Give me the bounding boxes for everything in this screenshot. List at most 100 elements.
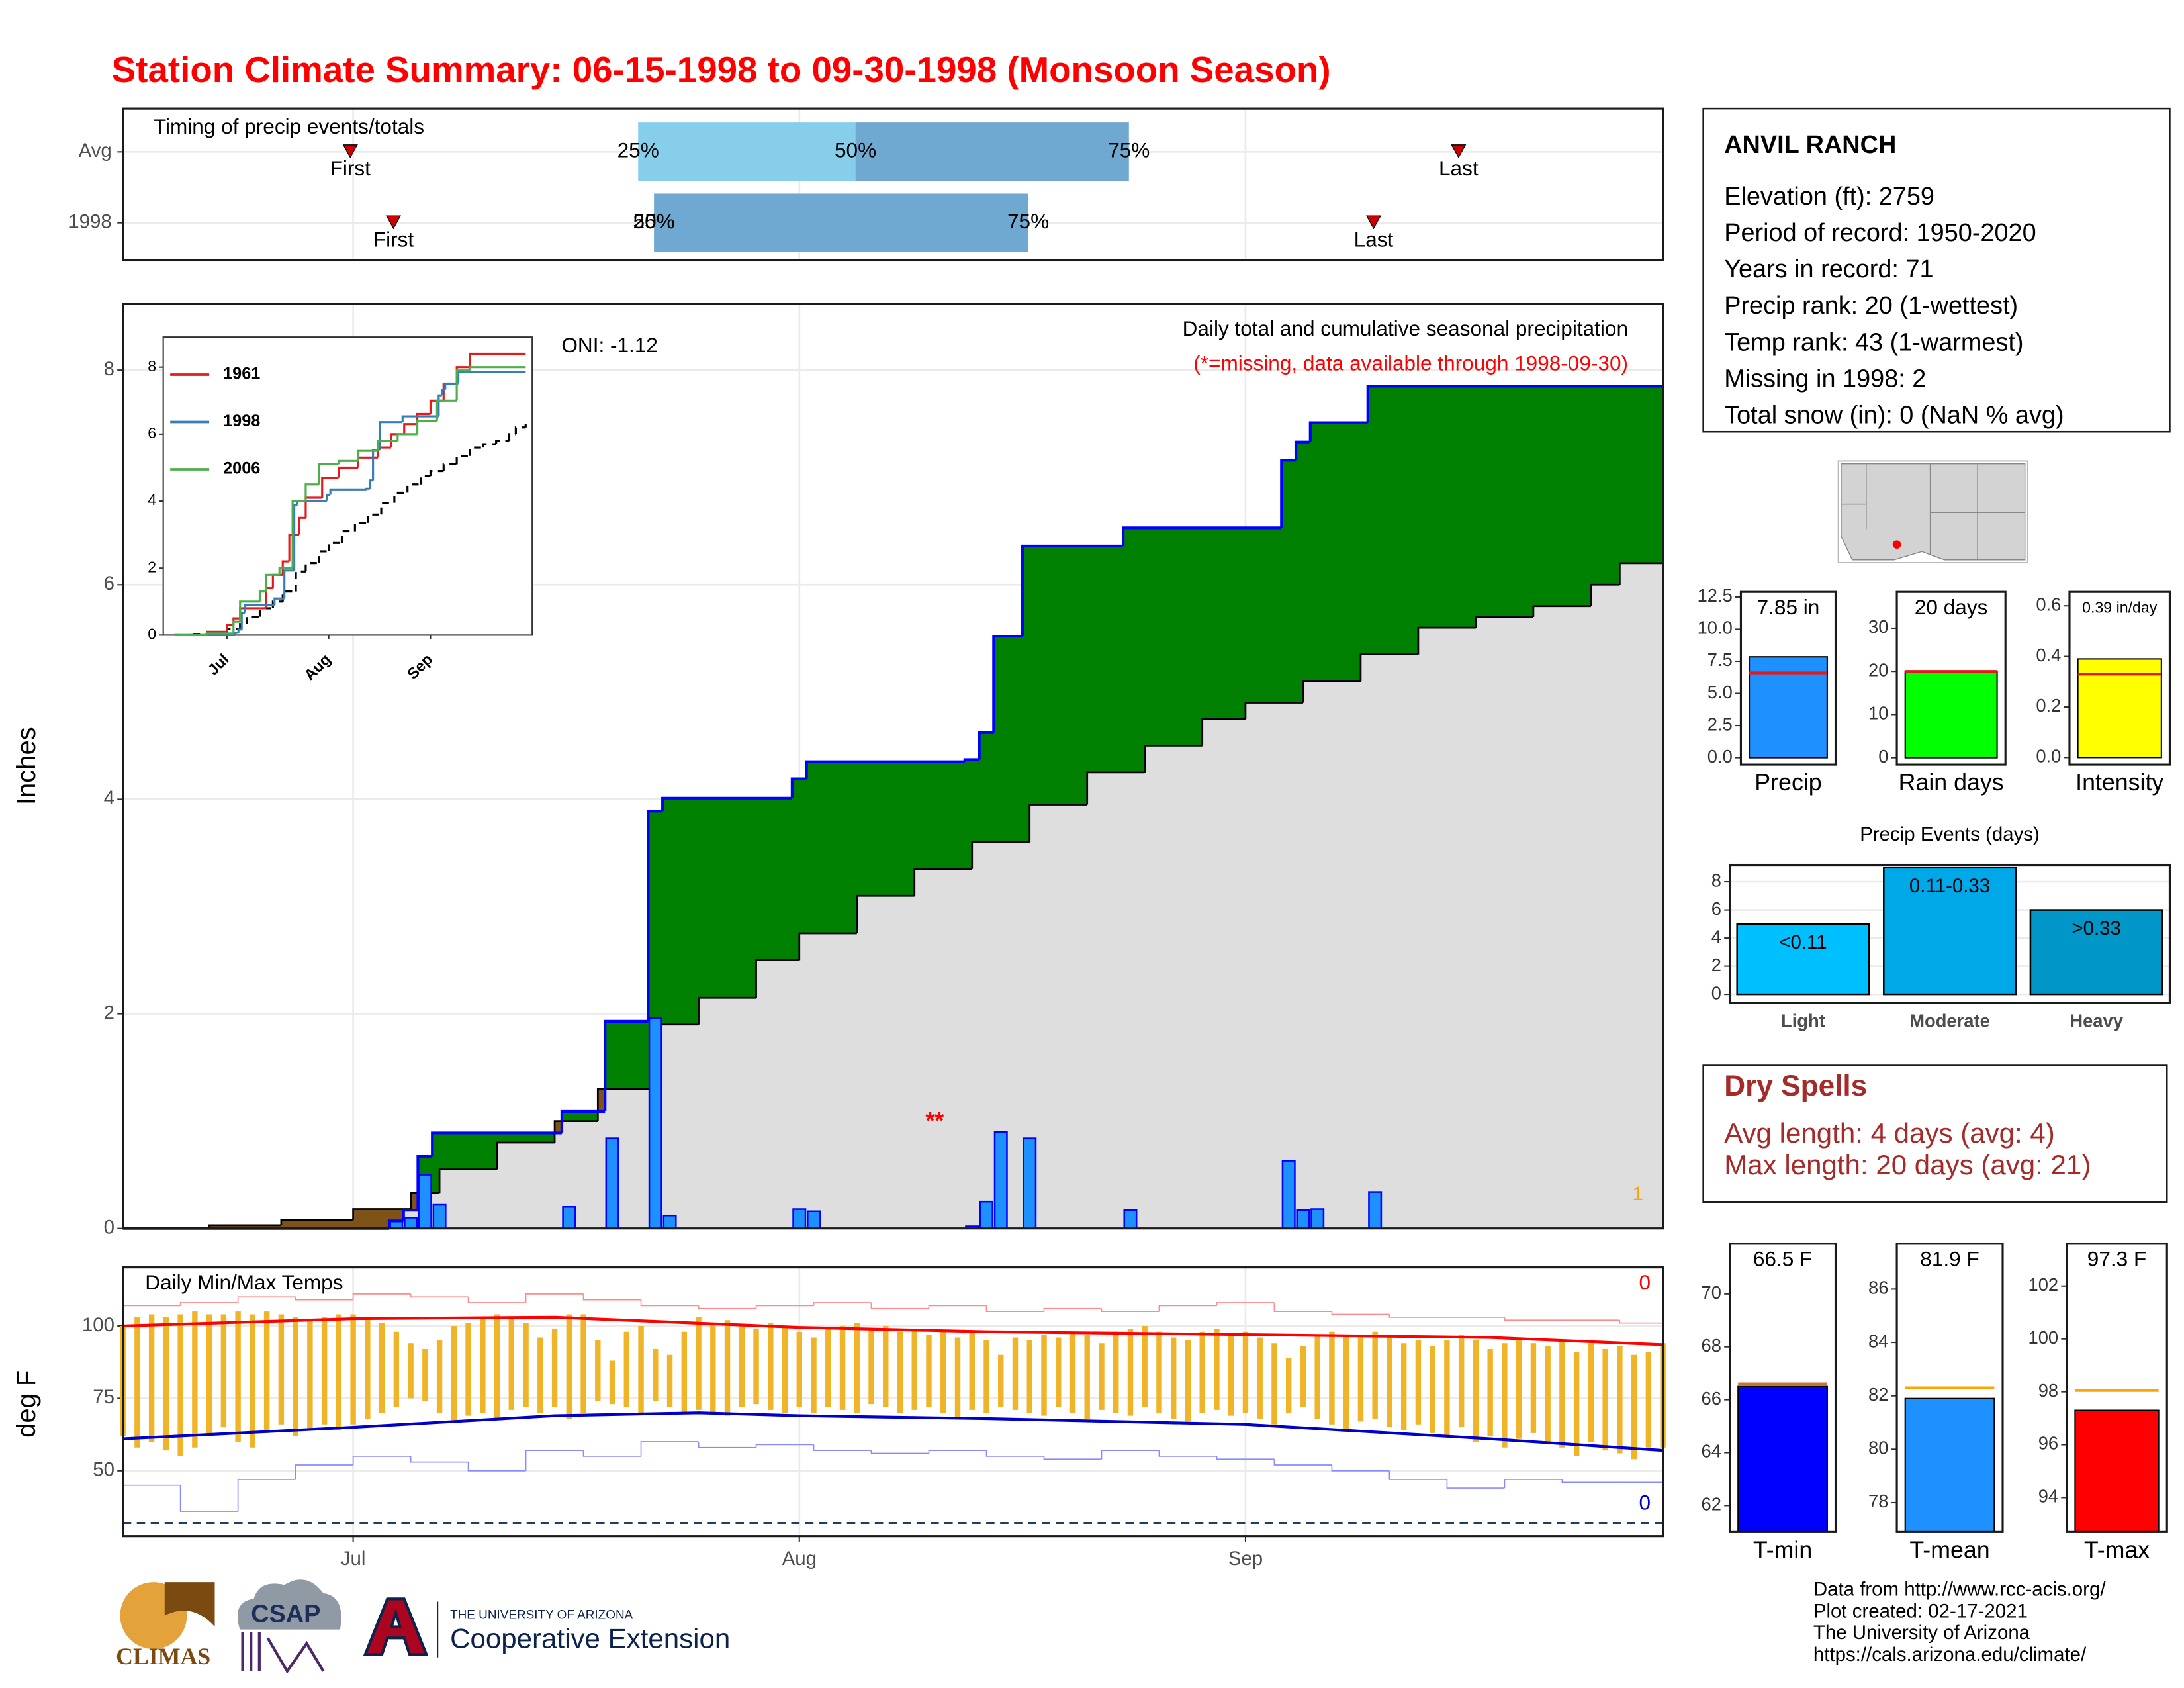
- normal-area: [914, 868, 966, 1229]
- inset-normal: [429, 469, 444, 477]
- plot-border: [2068, 590, 2171, 766]
- surplus-fill: [972, 759, 980, 843]
- temp-range-bar: [839, 1325, 846, 1410]
- normal-area: [555, 1133, 563, 1229]
- cumulative-step: [387, 1219, 404, 1229]
- x-tick-label: Heavy: [2070, 1011, 2123, 1031]
- inset-line: [396, 433, 418, 441]
- inset-line: [403, 423, 418, 434]
- y-tick-label: 0.0: [2036, 746, 2061, 767]
- record-min-step: [1216, 1456, 1275, 1460]
- normal-step: [438, 1168, 498, 1194]
- normal-step: [1086, 771, 1145, 805]
- normal-area: [698, 998, 757, 1229]
- temp-range-bar: [696, 1317, 702, 1410]
- inset-normal: [482, 443, 496, 448]
- normal-area: [1619, 563, 1664, 1229]
- daily-bar: [1123, 1209, 1138, 1229]
- record-max-step: [410, 1293, 469, 1298]
- surplus-fill: [648, 811, 656, 1090]
- dry-spell-line: Max length: 20 days (avg: 21): [1724, 1149, 2091, 1180]
- bar-label: T-mean: [1909, 1536, 1989, 1563]
- temp-range-bar: [1530, 1343, 1537, 1433]
- inset-normal: [328, 541, 342, 551]
- normal-step: [352, 1208, 411, 1220]
- record-min-step: [870, 1450, 929, 1454]
- temp-range-bar: [883, 1325, 889, 1407]
- y-tick-label: 4: [1711, 926, 1721, 947]
- station-line: Total snow (in): 0 (NaN % avg): [1724, 402, 2064, 430]
- inset-normal: [514, 426, 526, 434]
- cumulative-step: [1280, 459, 1297, 528]
- footer-line: Data from http://www.rcc-acis.org/: [1813, 1579, 2106, 1601]
- temp-range-bar: [163, 1317, 169, 1451]
- normal-area: [792, 960, 800, 1229]
- normal-step: [698, 996, 756, 1025]
- record-max-step: [1504, 1317, 1563, 1321]
- cumulative-step: [416, 1155, 433, 1211]
- temp-range-bar: [508, 1317, 515, 1410]
- record-min-step: [1561, 1479, 1620, 1483]
- normal-area: [964, 868, 973, 1229]
- normal-step: [1201, 718, 1246, 746]
- normal-step: [1619, 562, 1663, 585]
- record-min-step: [813, 1444, 872, 1451]
- temp-range-bar: [1199, 1331, 1205, 1413]
- daily-bar: [792, 1208, 807, 1229]
- surplus-fill: [1029, 545, 1088, 805]
- bin-label: 0.11-0.33: [1909, 875, 1990, 897]
- plot-border: [2066, 1243, 2168, 1533]
- y-tick-label: 102: [2028, 1274, 2059, 1295]
- temp-range-bar: [1387, 1337, 1392, 1428]
- temp-range-bar: [1056, 1337, 1062, 1407]
- y-tick-label: 0.6: [2036, 594, 2061, 614]
- surplus-fill: [756, 798, 793, 961]
- temp-range-bar: [1084, 1335, 1090, 1419]
- inset-normal: [246, 616, 260, 624]
- normal-area: [1296, 702, 1304, 1229]
- station-line: Precip rank: 20 (1-wettest): [1724, 292, 2018, 320]
- temp-range-bar: [1041, 1335, 1047, 1416]
- temp-range-bar: [551, 1329, 558, 1407]
- record-min-step: [295, 1464, 353, 1479]
- daily-bar: [432, 1203, 447, 1229]
- record-min-step: [410, 1456, 469, 1463]
- legend-label: 2006: [223, 459, 260, 478]
- inset-line: [369, 479, 373, 489]
- csap-cloud: [237, 1579, 341, 1630]
- temp-range-bar: [1645, 1352, 1652, 1448]
- normal-area: [1144, 745, 1203, 1229]
- y-tick-label: 84: [1868, 1331, 1888, 1351]
- normal-step: [913, 868, 972, 896]
- inset-line: [283, 569, 295, 599]
- temp-range-bar: [1487, 1348, 1493, 1436]
- record-max-step: [1619, 1320, 1663, 1324]
- normal-area: [1123, 772, 1146, 1229]
- record-max-step: [755, 1305, 814, 1309]
- temp-range-bar: [609, 1360, 615, 1405]
- station-name: ANVIL RANCH: [1724, 131, 1896, 159]
- record-max-step: [1158, 1305, 1217, 1312]
- csap-text: CSAP: [251, 1601, 320, 1628]
- temp-range-bar: [1257, 1337, 1263, 1419]
- normal-area: [662, 1024, 700, 1229]
- record-min-step: [1273, 1459, 1332, 1466]
- surplus-fill: [1418, 386, 1477, 628]
- temp-range-bar: [1271, 1343, 1277, 1425]
- normal-area: [756, 960, 793, 1229]
- y-tick-label: 100: [82, 1314, 114, 1336]
- y-tick-label: 6: [1711, 898, 1721, 919]
- temp-range-bar: [1113, 1331, 1119, 1413]
- record-min-step: [467, 1462, 526, 1472]
- quartile-bar-low: [638, 122, 856, 181]
- avg-min-line: [122, 1411, 1663, 1452]
- surplus-fill: [655, 811, 663, 1025]
- temp-range-bar: [739, 1325, 745, 1407]
- record-min-step: [582, 1450, 641, 1457]
- daily-bar: [404, 1217, 418, 1229]
- deficit-fill: [598, 1089, 606, 1112]
- deficit-fill: [281, 1219, 354, 1229]
- y-tick-label: 64: [1702, 1441, 1721, 1462]
- inset-line: [469, 366, 526, 371]
- surplus-fill: [1302, 442, 1311, 682]
